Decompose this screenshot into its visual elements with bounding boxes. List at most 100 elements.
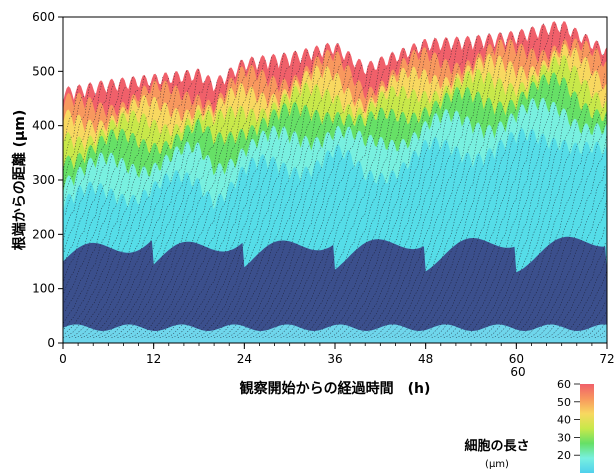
cell-trajectory [64, 79, 121, 264]
cell-trajectory [65, 81, 103, 215]
y-axis-title: 根端からの距離 (μm) [11, 110, 28, 251]
cell-trajectory [250, 63, 357, 338]
colorbar-tick-label: 30 [557, 431, 571, 444]
cell-trajectory [117, 80, 224, 338]
y-tick-label: 100 [32, 282, 55, 296]
colorbar: 20 30 40 50 60 細胞の長さ (μm) [464, 378, 594, 473]
cell-trajectory [449, 22, 556, 338]
cell-trajectories [63, 22, 607, 338]
cell-trajectory [594, 330, 606, 338]
cell-trajectory [280, 67, 387, 338]
cell-trajectory [81, 69, 188, 338]
cell-trajectory [407, 34, 514, 338]
cell-trajectory [492, 41, 599, 338]
x-tick-label: 36 [327, 352, 342, 366]
cell-trajectory [371, 35, 478, 338]
cell-trajectory [68, 72, 176, 338]
cell-trajectory [389, 44, 496, 338]
cell-trajectory [64, 90, 139, 303]
cell-trajectory [576, 300, 607, 338]
cell-trajectory [516, 113, 607, 338]
cell-trajectory [87, 81, 194, 338]
cell-trajectory [467, 28, 575, 338]
color-bands [63, 21, 607, 343]
cell-trajectory [111, 80, 218, 338]
cell-trajectory [63, 82, 115, 252]
colorbar-tick-label: 60 [557, 378, 571, 391]
cell-trajectory [93, 68, 200, 338]
cell-trajectory [147, 57, 254, 338]
cell-trajectory [262, 64, 369, 338]
colorbar-title: 細胞の長さ [464, 438, 529, 454]
cell-trajectory [528, 165, 606, 338]
cell-trajectory [437, 23, 544, 338]
x-tick-label: 24 [237, 352, 252, 366]
cell-trajectory [504, 73, 605, 338]
cell-trajectory [359, 40, 466, 338]
cell-trajectory [105, 80, 212, 338]
cell-trajectory [340, 37, 448, 338]
cell-trajectory [558, 256, 607, 338]
cell-trajectory [540, 200, 607, 338]
cell-trajectory [63, 77, 170, 338]
y-tick-label: 500 [32, 64, 55, 78]
cell-trajectory [195, 58, 303, 338]
y-axis: 0 100 200 300 400 500 600 [32, 10, 63, 350]
y-tick-label: 200 [32, 227, 55, 241]
y-tick-label: 400 [32, 119, 55, 133]
cell-trajectory [582, 310, 607, 338]
cell-trajectory [64, 77, 163, 334]
x-tick-label: 60 [509, 352, 524, 366]
cell-trajectory [365, 42, 472, 338]
x-tick-label: 0 [59, 352, 67, 366]
cell-trajectory [63, 96, 85, 173]
cell-trajectory [347, 45, 454, 338]
band-dark-blue [63, 236, 607, 331]
cell-trajectory [334, 51, 442, 338]
cell-trajectory [486, 51, 593, 338]
cell-trajectory [292, 59, 399, 338]
cell-trajectory [153, 61, 260, 338]
cell-trajectory [552, 242, 606, 338]
cell-trajectory [63, 82, 91, 187]
cell-trajectory [75, 81, 182, 338]
cell-trajectory [214, 51, 321, 338]
colorbar-ticks: 20 30 40 50 60 [557, 378, 580, 462]
cell-trajectory [129, 77, 236, 338]
cell-trajectory [461, 28, 568, 338]
cell-trajectory [328, 37, 435, 338]
cell-trajectory [171, 63, 278, 338]
colorbar-unit: (μm) [485, 459, 509, 470]
colorbar-tick-label: 40 [557, 414, 571, 427]
cell-trajectory [310, 47, 417, 338]
cell-trajectory [65, 74, 145, 312]
cell-trajectory [123, 68, 230, 338]
cell-trajectory [383, 33, 490, 338]
cell-trajectory [298, 48, 405, 338]
colorbar-tick-label: 50 [557, 396, 571, 409]
cell-trajectory [99, 80, 206, 338]
cell-trajectory [570, 289, 606, 338]
cell-trajectory [165, 56, 272, 338]
cell-trajectory [232, 43, 339, 338]
cell-trajectory [226, 53, 333, 338]
cell-trajectory [522, 134, 607, 338]
y-tick-label: 300 [32, 173, 55, 187]
cell-trajectory [220, 44, 327, 338]
cell-trajectory [431, 38, 538, 338]
x-tick-label: 72 [599, 352, 614, 366]
y-tick-label: 600 [32, 10, 55, 24]
x-tick-label: 48 [418, 352, 433, 366]
cell-trajectory [564, 270, 607, 338]
cell-trajectory [286, 51, 393, 338]
cell-trajectory [425, 26, 532, 338]
cell-trajectory [546, 227, 605, 338]
cell-trajectory [480, 33, 587, 338]
cell-trajectory [63, 83, 151, 324]
cell-trajectory [473, 40, 580, 338]
cell-trajectory [588, 323, 605, 338]
band-tip [63, 324, 607, 343]
cell-trajectory [63, 85, 109, 240]
cell-trajectory [353, 38, 460, 338]
colorbar-bar [580, 384, 594, 473]
